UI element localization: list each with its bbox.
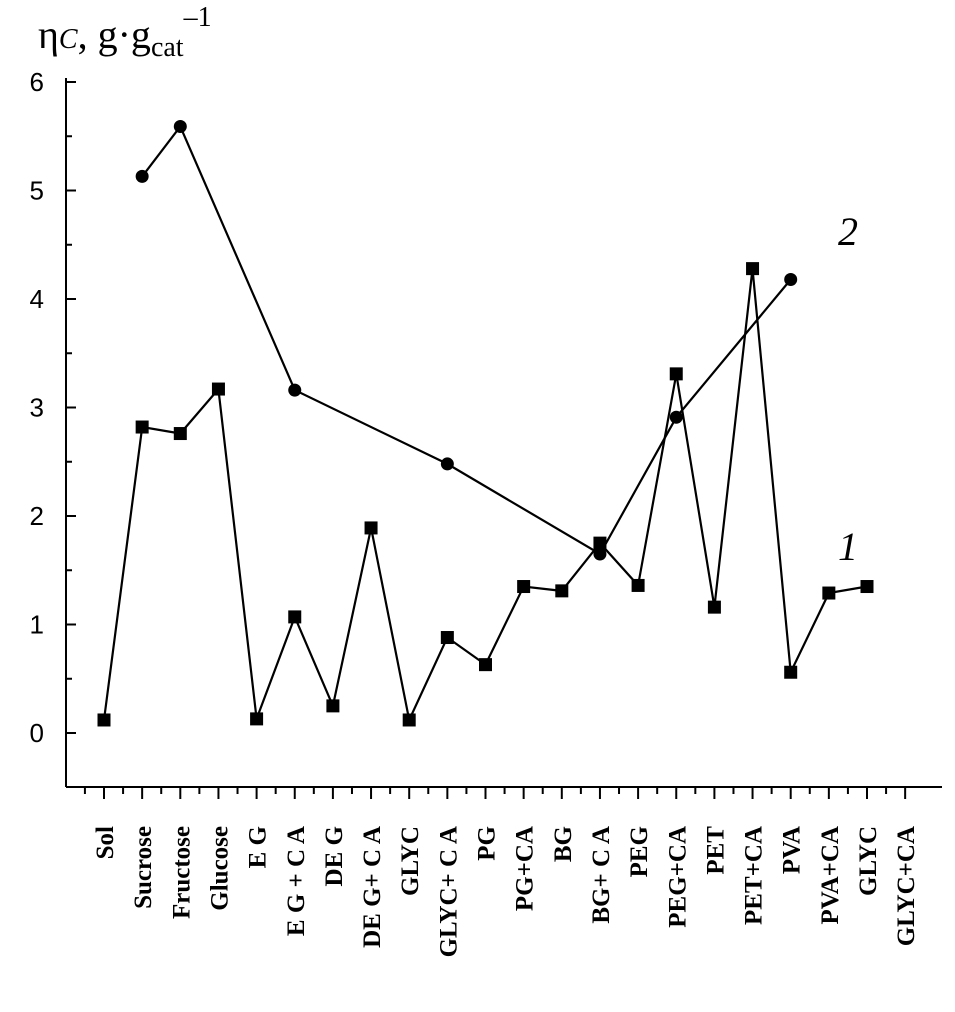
series-1-point: [555, 584, 569, 598]
x-ticks: Sol Sucrose Fructose Glucose E G E G + C A DE …: [83, 787, 920, 957]
y-tick-label: 1: [30, 610, 44, 640]
series-1-point: [707, 600, 721, 614]
y-tick-label: 6: [30, 67, 44, 97]
x-tick-label: BG: [550, 826, 577, 862]
series-2-point: [288, 383, 302, 397]
series-1-label: 1: [838, 524, 858, 569]
y-tick-label: 3: [30, 393, 44, 423]
series-2-point: [440, 457, 454, 471]
x-tick-label: PET: [702, 826, 729, 875]
x-tick-label: PVA: [779, 826, 806, 874]
x-tick-label: Sol: [92, 826, 119, 859]
series-1-point: [173, 427, 187, 441]
series-1-point: [440, 631, 454, 645]
x-tick-label: GLYC+ C A: [435, 826, 462, 957]
x-tick-label: PEG: [626, 826, 653, 877]
x-tick-label: Fructose: [168, 826, 195, 919]
series-2-point: [784, 272, 798, 286]
series-1-point: [517, 580, 531, 594]
series-1-point: [402, 713, 416, 727]
series-2-point: [173, 119, 187, 133]
x-tick-label: PEG+CA: [664, 826, 691, 928]
x-tick-label: GLYC: [397, 826, 424, 896]
x-tick-label: GLYC: [855, 826, 882, 896]
y-axis-label-symbol: η: [38, 12, 59, 57]
series-1-point: [250, 712, 264, 726]
x-tick-label: PG: [474, 826, 501, 861]
series-2-label: 2: [838, 209, 858, 254]
x-tick-label: Glucose: [206, 826, 233, 911]
series-1-point: [860, 580, 874, 594]
x-tick-label: DE G+ C A: [359, 826, 386, 948]
axes: [65, 78, 942, 788]
x-tick-label: PG+CA: [512, 826, 539, 911]
series-2-point: [669, 410, 683, 424]
series-1-point: [326, 699, 340, 713]
x-tick-label: E G + C A: [283, 826, 310, 936]
series-1-line: [102, 268, 868, 724]
y-axis-label-unit-superscript: –1: [183, 2, 212, 33]
series-1-point: [669, 367, 683, 381]
y-axis-label: ηC, g·gcat–1: [38, 2, 212, 64]
series-1-point: [784, 665, 798, 679]
x-tick-label: GLYC+CA: [893, 826, 920, 946]
y-axis-label-unit: , g·g: [77, 12, 151, 57]
x-tick-label: BG+ C A: [588, 826, 615, 924]
series-2-point: [593, 547, 607, 561]
y-ticks: 0 1 2 3 4 5 6: [30, 67, 76, 748]
y-axis-label-unit-subscript: cat: [150, 32, 184, 63]
x-tick-label: PET+CA: [741, 826, 768, 925]
series-2-line: [141, 124, 792, 556]
x-tick-label: PVA+CA: [817, 826, 844, 925]
series-1-point: [631, 578, 645, 592]
x-tick-label: DE G: [321, 826, 348, 886]
series-labels: 12: [838, 209, 858, 569]
series-1-point: [135, 420, 149, 434]
x-tick-label: Sucrose: [130, 826, 157, 909]
series-1-point: [211, 382, 225, 396]
y-tick-label: 4: [30, 284, 44, 314]
series-1-point: [97, 713, 111, 727]
x-tick-label: E G: [245, 826, 272, 868]
series-lines: [102, 124, 868, 724]
series-1-point: [746, 262, 760, 276]
series-1-point: [288, 610, 302, 624]
y-tick-label: 2: [30, 501, 44, 531]
series-1-point: [479, 658, 492, 672]
y-axis-label-subscript: C: [58, 24, 78, 55]
series-1-point: [822, 586, 836, 600]
y-tick-label: 0: [30, 718, 44, 748]
y-tick-label: 5: [30, 176, 44, 206]
series-1-point: [593, 536, 607, 550]
series-2-point: [135, 169, 149, 183]
series-markers: [97, 119, 874, 727]
series-1-point: [364, 521, 378, 535]
